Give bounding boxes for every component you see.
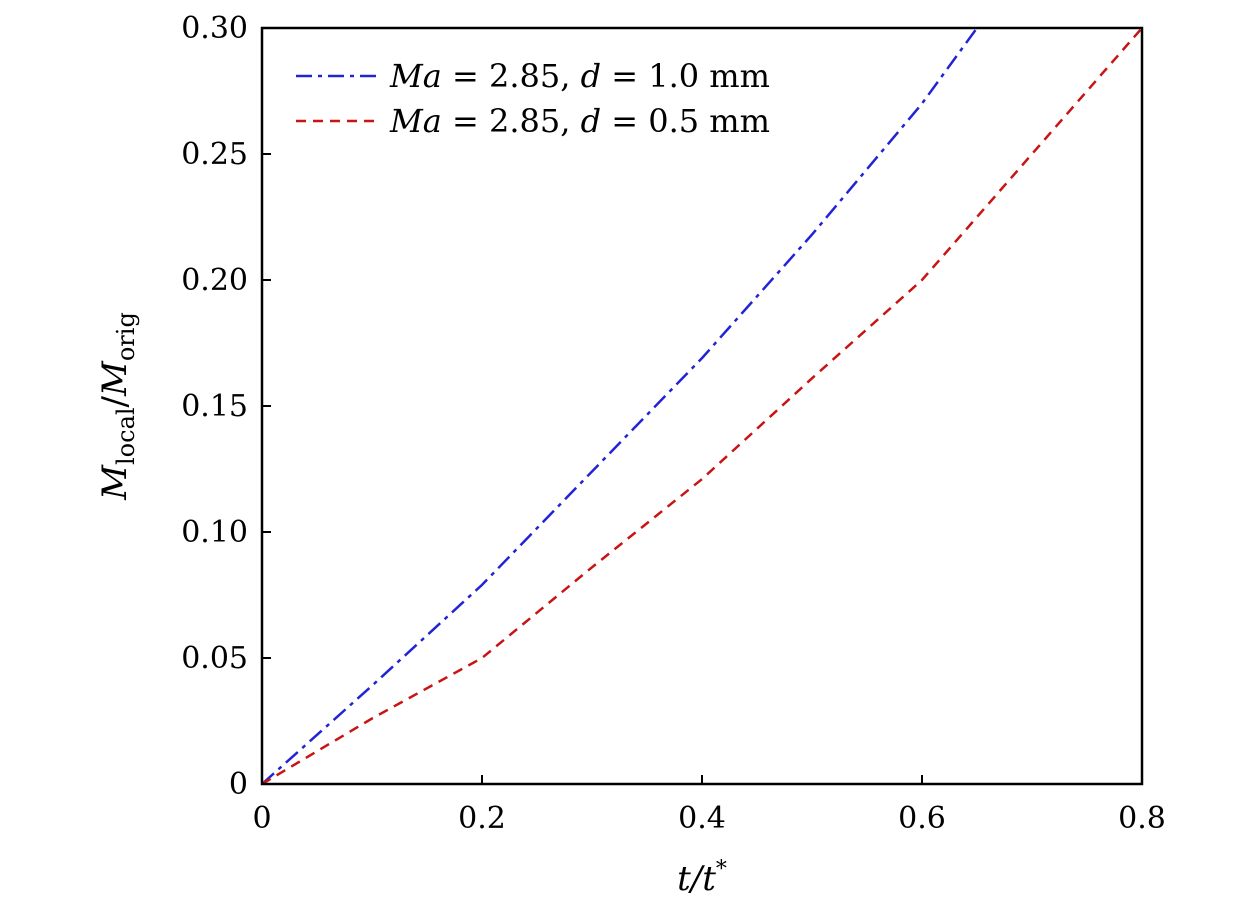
legend: Ma = 2.85, d = 1.0 mm Ma = 2.85, d = 0.5… (296, 57, 770, 140)
x-tick-label: 0.6 (898, 801, 946, 836)
y-tick-label: 0.20 (181, 263, 248, 298)
y-tick-label: 0.05 (181, 641, 248, 676)
y-tick-label: 0.10 (181, 515, 248, 550)
plot-frame (260, 26, 1144, 786)
y-axis-label: Mlocal/Morig (95, 312, 140, 501)
y-tick-label: 0.25 (181, 137, 248, 172)
y-tick-label: 0 (229, 767, 248, 802)
series-line-2 (261, 27, 1143, 786)
series-layer (261, 27, 1143, 786)
legend-label-series-1: Ma = 2.85, d = 1.0 mm (389, 57, 770, 95)
x-tick-label: 0.4 (678, 801, 726, 836)
x-axis-label: t/t* (677, 857, 727, 899)
ticks-layer: 0 0.2 0.4 0.6 0.8 0 0.05 0.10 0.15 0.20 0.25 0.30 (181, 11, 1166, 836)
x-tick-label: 0.2 (458, 801, 506, 836)
y-tick-label: 0.15 (181, 389, 248, 424)
series-line-1 (261, 27, 979, 785)
x-tick-label: 0.8 (1118, 801, 1166, 836)
y-tick-label: 0.30 (181, 11, 248, 46)
legend-label-series-2: Ma = 2.85, d = 0.5 mm (389, 102, 770, 140)
x-tick-label: 0 (252, 801, 271, 836)
